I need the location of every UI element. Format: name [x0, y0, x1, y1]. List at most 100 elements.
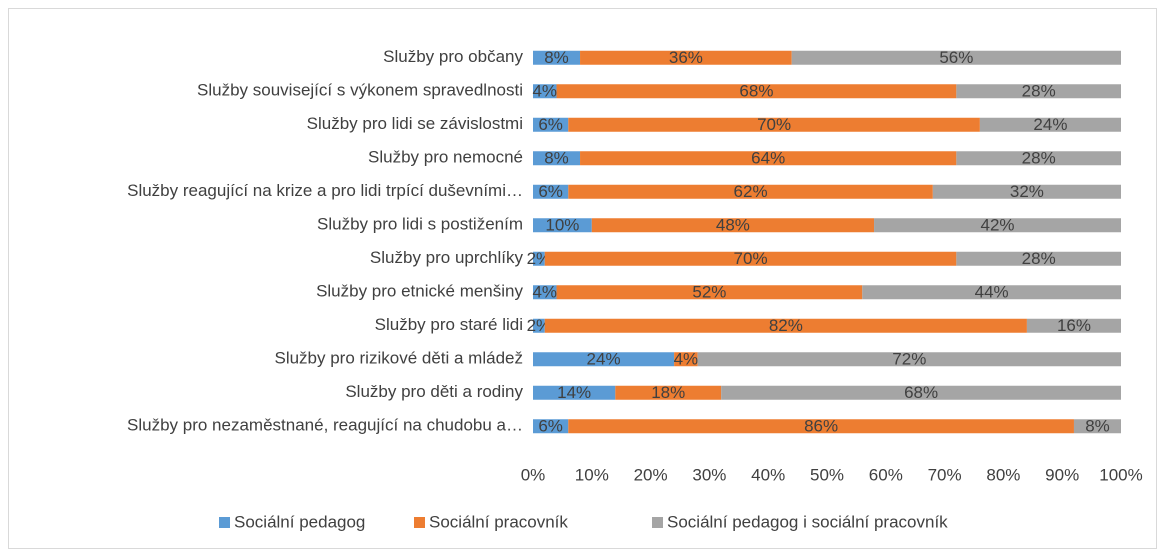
- bar-segment: [568, 117, 980, 132]
- bar-segment: [568, 184, 933, 199]
- x-tick-label: 10%: [575, 465, 609, 484]
- data-label: 6%: [538, 182, 563, 201]
- bar-segment: [580, 50, 792, 65]
- data-label: 86%: [804, 417, 838, 436]
- x-tick-label: 30%: [692, 465, 726, 484]
- data-label: 56%: [939, 48, 973, 67]
- x-tick-label: 90%: [1045, 465, 1079, 484]
- data-label: 44%: [975, 283, 1009, 302]
- bar-segment: [533, 151, 581, 166]
- data-label: 18%: [651, 383, 685, 402]
- bar-segment: [697, 352, 1121, 367]
- data-label: 28%: [1022, 82, 1056, 101]
- data-label: 68%: [904, 383, 938, 402]
- bar-segment: [533, 184, 569, 199]
- data-label: 42%: [981, 216, 1015, 235]
- data-label: 28%: [1022, 149, 1056, 168]
- bar-segment: [874, 218, 1121, 233]
- y-tick-label: Služby reagující na krize a pro lidi trp…: [127, 181, 523, 200]
- chart-frame: [8, 8, 1157, 549]
- bar-segment: [956, 151, 1121, 166]
- x-tick-label: 60%: [869, 465, 903, 484]
- y-tick-label: Služby pro občany: [383, 47, 523, 66]
- bar-segment: [791, 50, 1121, 65]
- data-label: 48%: [716, 216, 750, 235]
- data-label: 8%: [544, 48, 569, 67]
- data-label: 8%: [544, 149, 569, 168]
- data-label: 72%: [892, 350, 926, 369]
- bar-segment: [533, 84, 557, 99]
- bar-segment: [721, 385, 1121, 400]
- y-tick-label: Služby pro staré lidi: [375, 315, 523, 334]
- bar-segment: [1073, 419, 1121, 434]
- bar-segment: [533, 251, 545, 266]
- data-label: 16%: [1057, 316, 1091, 335]
- data-label: 52%: [692, 283, 726, 302]
- x-tick-label: 40%: [751, 465, 785, 484]
- bar-segment: [674, 352, 698, 367]
- bar-segment: [932, 184, 1121, 199]
- data-label: 10%: [545, 216, 579, 235]
- data-label: 4%: [532, 82, 557, 101]
- y-tick-label: Služby pro etnické menšiny: [316, 282, 523, 301]
- bar-segment: [533, 50, 581, 65]
- bar-segment: [615, 385, 722, 400]
- legend-label: Sociální pedagog: [234, 512, 365, 531]
- legend-swatch: [414, 517, 425, 528]
- data-label: 24%: [1033, 115, 1067, 134]
- x-tick-label: 50%: [810, 465, 844, 484]
- x-tick-label: 20%: [634, 465, 668, 484]
- y-tick-label: Služby pro lidi se závislostmi: [307, 114, 523, 133]
- data-label: 70%: [734, 249, 768, 268]
- bar-segment: [533, 218, 592, 233]
- data-label: 14%: [557, 383, 591, 402]
- data-label: 64%: [751, 149, 785, 168]
- bar-segment: [1026, 318, 1121, 333]
- bar-segment: [580, 151, 957, 166]
- bar-segment: [956, 84, 1121, 99]
- data-label: 70%: [757, 115, 791, 134]
- y-tick-label: Služby pro lidi s postižením: [317, 215, 523, 234]
- legend-swatch: [652, 517, 663, 528]
- x-tick-label: 70%: [928, 465, 962, 484]
- legend-label: Sociální pracovník: [429, 512, 568, 531]
- bar-segment: [556, 84, 957, 99]
- data-label: 62%: [734, 182, 768, 201]
- bar-segment: [568, 419, 1074, 434]
- bar-segment: [533, 318, 545, 333]
- y-tick-label: Služby pro nezaměstnané, reagující na ch…: [127, 416, 523, 435]
- bar-segment: [533, 285, 557, 300]
- data-label: 4%: [674, 350, 699, 369]
- x-tick-label: 80%: [986, 465, 1020, 484]
- y-tick-label: Služby pro nemocné: [368, 148, 523, 167]
- data-label: 32%: [1010, 182, 1044, 201]
- legend-swatch: [219, 517, 230, 528]
- bar-segment: [862, 285, 1121, 300]
- bar-segment: [956, 251, 1121, 266]
- data-label: 82%: [769, 316, 803, 335]
- data-label: 28%: [1022, 249, 1056, 268]
- bar-segment: [533, 385, 616, 400]
- data-label: 8%: [1085, 417, 1110, 436]
- data-label: 4%: [532, 283, 557, 302]
- bar-segment: [533, 117, 569, 132]
- legend-label: Sociální pedagog i sociální pracovník: [667, 512, 948, 531]
- bar-segment: [544, 251, 957, 266]
- bar-segment: [544, 318, 1027, 333]
- y-tick-label: Služby pro uprchlíky: [370, 248, 524, 267]
- data-label: 6%: [538, 115, 563, 134]
- bar-segment: [979, 117, 1121, 132]
- x-tick-label: 100%: [1099, 465, 1142, 484]
- bar-segment: [533, 352, 675, 367]
- data-label: 24%: [587, 350, 621, 369]
- data-label: 6%: [538, 417, 563, 436]
- data-label: 68%: [739, 82, 773, 101]
- y-tick-label: Služby pro děti a rodiny: [345, 382, 523, 401]
- y-tick-label: Služby související s výkonem spravedlnos…: [197, 81, 523, 100]
- bar-segment: [591, 218, 875, 233]
- bar-segment: [533, 419, 569, 434]
- x-tick-label: 0%: [521, 465, 546, 484]
- y-tick-label: Služby pro rizikové děti a mládež: [274, 349, 523, 368]
